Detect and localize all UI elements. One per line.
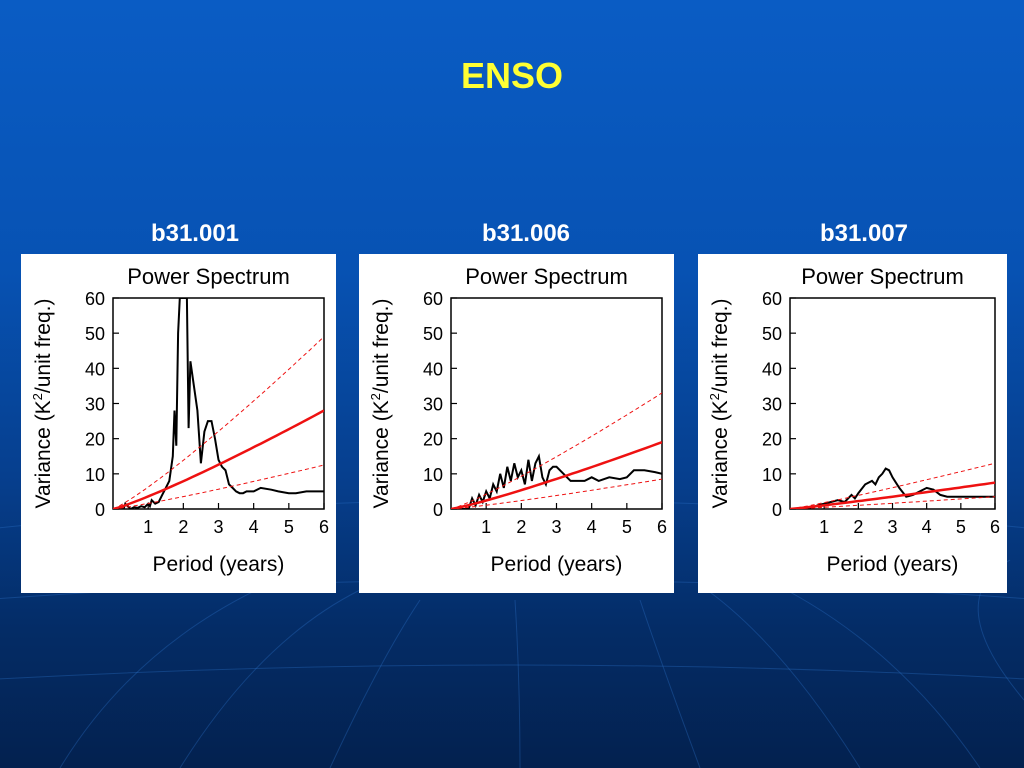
- chart1-spectrum-line: [116, 298, 324, 509]
- chart1-y-tick-label: 0: [95, 500, 105, 520]
- chart-panel-2: Power Spectrum 0 10 20 30 40 50 60 1 2 3 4 5 6 Period …: [359, 254, 674, 593]
- chart1-x-tick-label: 2: [178, 517, 188, 537]
- chart2-y-tick-label: 40: [423, 359, 443, 379]
- chart2-y-axis-label: Variance (K2/unit freq.): [368, 299, 393, 509]
- chart3-red-noise-fit-line: [790, 481, 995, 509]
- chart2-x-tick-label: 2: [516, 517, 526, 537]
- power-spectrum-chart-3: Power Spectrum 0 10 20 30 40 50 60 1 2 3 4 5 6 Period …: [707, 264, 1000, 576]
- chart1-y-tick-label: 50: [85, 324, 105, 344]
- chart2-y-tick-label: 50: [423, 324, 443, 344]
- slide-title: ENSO: [460, 55, 564, 96]
- chart2-x-axis-label: Period (years): [491, 553, 623, 576]
- run-label-2: b31.006: [481, 220, 571, 247]
- chart3-y-tick-label: 30: [762, 395, 782, 415]
- chart1-y-tick-label: 20: [85, 430, 105, 450]
- chart1-y-axis-label: Variance (K2/unit freq.): [30, 299, 55, 509]
- chart1-y-tick-label: 40: [85, 359, 105, 379]
- chart1-title: Power Spectrum: [127, 264, 290, 289]
- chart3-x-tick-label: 1: [819, 517, 829, 537]
- chart3-y-tick-label: 50: [762, 324, 782, 344]
- chart1-y-tick-label: 60: [85, 289, 105, 309]
- chart2-upper-bound-line: [451, 392, 662, 509]
- chart3-x-tick-label: 5: [956, 517, 966, 537]
- run-label-1: b31.001: [150, 220, 240, 247]
- chart3-x-tick-label: 6: [990, 517, 1000, 537]
- chart2-plot-frame: [450, 297, 663, 510]
- chart3-y-tick-label: 40: [762, 359, 782, 379]
- chart1-x-tick-label: 5: [284, 517, 294, 537]
- chart3-y-tick-label: 60: [762, 289, 782, 309]
- chart3-y-tick-label: 0: [772, 500, 782, 520]
- power-spectrum-chart-1: Power Spectrum 0 10 20 30 40 50 60 1 2 3 4 5 6 Period …: [30, 264, 329, 576]
- chart1-red-noise-fit-line: [113, 409, 324, 509]
- chart3-y-tick-label: 10: [762, 465, 782, 485]
- chart3-x-tick-label: 2: [853, 517, 863, 537]
- chart2-x-tick-label: 4: [587, 517, 597, 537]
- chart2-title: Power Spectrum: [465, 264, 628, 289]
- chart1-y-tick-label: 30: [85, 395, 105, 415]
- run-label-3: b31.007: [819, 220, 909, 247]
- chart3-y-axis-label: Variance (K2/unit freq.): [707, 299, 732, 509]
- chart2-spectrum-line: [454, 453, 662, 509]
- chart3-x-tick-label: 4: [922, 517, 932, 537]
- chart2-lower-bound-line: [451, 478, 662, 509]
- chart2-x-tick-label: 1: [481, 517, 491, 537]
- chart2-y-tick-label: 20: [423, 430, 443, 450]
- chart2-y-tick-label: 10: [423, 465, 443, 485]
- chart-panel-1: Power Spectrum 0 10 20 30 40 50 60 1 2 3 4 5 6 Period …: [21, 254, 336, 593]
- chart1-x-tick-label: 1: [143, 517, 153, 537]
- chart-panel-3: Power Spectrum 0 10 20 30 40 50 60 1 2 3 4 5 6 Period …: [698, 254, 1007, 593]
- chart1-x-tick-label: 3: [213, 517, 223, 537]
- chart3-lower-bound-line: [790, 496, 995, 509]
- chart1-plot-frame: [112, 297, 325, 510]
- chart2-x-tick-label: 5: [622, 517, 632, 537]
- chart3-x-axis-label: Period (years): [827, 553, 959, 576]
- chart2-y-tick-label: 30: [423, 395, 443, 415]
- chart3-spectrum-line: [793, 467, 995, 509]
- chart2-red-noise-fit-line: [451, 441, 662, 509]
- chart3-title: Power Spectrum: [801, 264, 964, 289]
- chart1-x-tick-label: 6: [319, 517, 329, 537]
- chart1-upper-bound-line: [113, 336, 324, 509]
- chart1-series-group: [113, 298, 324, 509]
- chart2-y-tick-label: 0: [433, 500, 443, 520]
- chart1-lower-bound-line: [113, 464, 324, 509]
- chart2-series-group: [451, 392, 662, 509]
- chart1-y-tick-label: 10: [85, 465, 105, 485]
- chart3-y-tick-label: 20: [762, 430, 782, 450]
- power-spectrum-chart-2: Power Spectrum 0 10 20 30 40 50 60 1 2 3 4 5 6 Period …: [368, 264, 667, 576]
- chart3-x-tick-label: 3: [887, 517, 897, 537]
- chart1-x-axis-label: Period (years): [153, 553, 285, 576]
- chart3-series-group: [790, 462, 995, 509]
- chart1-x-tick-label: 4: [249, 517, 259, 537]
- chart2-x-tick-label: 3: [551, 517, 561, 537]
- chart2-x-tick-label: 6: [657, 517, 667, 537]
- chart2-y-tick-label: 60: [423, 289, 443, 309]
